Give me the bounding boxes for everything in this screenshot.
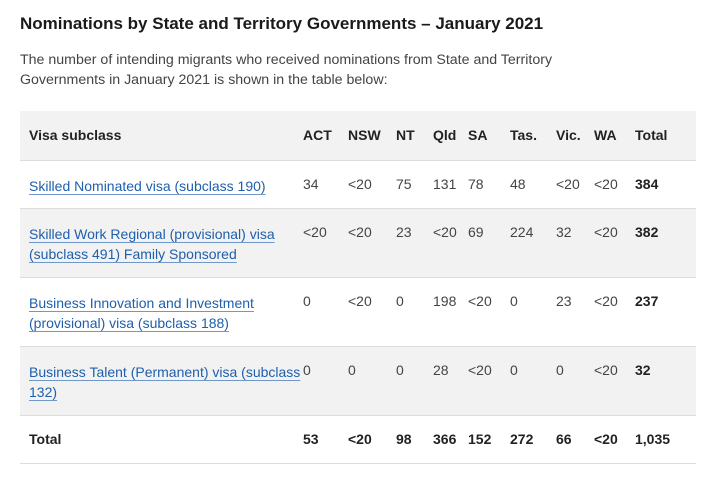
visa-cell: Business Talent (Permanent) visa (subcla… [20,346,303,415]
cell-sa: 69 [468,223,484,240]
visa-cell: Skilled Work Regional (provisional) visa… [20,208,303,277]
page: Nominations by State and Territory Gover… [20,14,696,464]
column-header-vic: Vic. [556,127,581,144]
column-header-act: ACT [303,127,332,144]
cell-tas: 48 [510,175,526,192]
cell-tas: 0 [510,292,518,309]
cell-total: 384 [635,175,659,192]
page-title: Nominations by State and Territory Gover… [20,14,544,33]
cell-wa: <20 [594,175,618,192]
cell-nsw: <20 [348,292,372,309]
total-sa: 152 [468,430,492,447]
cell-nt: 0 [396,361,404,378]
cell-vic: 0 [556,361,564,378]
cell-qld: <20 [433,223,457,240]
cell-sa: <20 [468,292,492,309]
cell-total: 237 [635,292,659,309]
cell-total: 382 [635,223,659,240]
cell-act: <20 [303,223,327,240]
column-header-total: Total [635,127,668,144]
cell-wa: <20 [594,361,618,378]
visa-link-subclass-491[interactable]: Skilled Work Regional (provisional) visa… [29,225,275,262]
table-row: Business Innovation and Investment (prov… [20,277,696,346]
visa-link-subclass-190[interactable]: Skilled Nominated visa (subclass 190) [29,177,266,194]
total-act: 53 [303,430,319,447]
cell-tas: 0 [510,361,518,378]
column-header-wa: WA [594,127,617,144]
total-qld: 366 [433,430,457,447]
grand-total: 1,035 [635,430,671,447]
table-row: Business Talent (Permanent) visa (subcla… [20,346,696,415]
cell-tas: 224 [510,223,534,240]
cell-nt: 75 [396,175,412,192]
cell-act: 0 [303,292,311,309]
total-vic: 66 [556,430,572,447]
cell-qld: 198 [433,292,457,309]
cell-nt: 23 [396,223,412,240]
column-header-nt: NT [396,127,415,144]
total-nt: 98 [396,430,412,447]
cell-act: 0 [303,361,311,378]
cell-wa: <20 [594,223,618,240]
cell-total: 32 [635,361,651,378]
cell-vic: 32 [556,223,572,240]
table-row: Skilled Nominated visa (subclass 190) 34… [20,160,696,208]
visa-cell: Skilled Nominated visa (subclass 190) [20,160,303,208]
column-header-tas: Tas. [510,127,537,144]
total-tas: 272 [510,430,534,447]
cell-sa: 78 [468,175,484,192]
cell-sa: <20 [468,361,492,378]
cell-act: 34 [303,175,319,192]
cell-nsw: <20 [348,175,372,192]
visa-cell: Business Innovation and Investment (prov… [20,277,303,346]
column-header-nsw: NSW [348,127,381,144]
column-header-qld: Qld [433,127,457,144]
cell-nsw: <20 [348,223,372,240]
nominations-table: Visa subclass ACT NSW NT Qld SA Tas. Vic… [20,111,696,464]
intro-text: The number of intending migrants who rec… [20,52,553,88]
table-total-row: Total 53 <20 98 366 152 272 66 <20 1,035 [20,415,696,463]
cell-nsw: 0 [348,361,356,378]
visa-link-subclass-188[interactable]: Business Innovation and Investment (prov… [29,294,254,331]
total-wa: <20 [594,430,618,447]
column-header-sa: SA [468,127,488,144]
total-nsw: <20 [348,430,372,447]
total-label: Total [29,430,62,447]
table-row: Skilled Work Regional (provisional) visa… [20,208,696,277]
cell-vic: <20 [556,175,580,192]
cell-qld: 28 [433,361,449,378]
table-header-row: Visa subclass ACT NSW NT Qld SA Tas. Vic… [20,111,696,160]
cell-qld: 131 [433,175,457,192]
column-header-visa: Visa subclass [29,127,122,144]
cell-wa: <20 [594,292,618,309]
visa-link-subclass-132[interactable]: Business Talent (Permanent) visa (subcla… [29,363,301,400]
cell-vic: 23 [556,292,572,309]
cell-nt: 0 [396,292,404,309]
